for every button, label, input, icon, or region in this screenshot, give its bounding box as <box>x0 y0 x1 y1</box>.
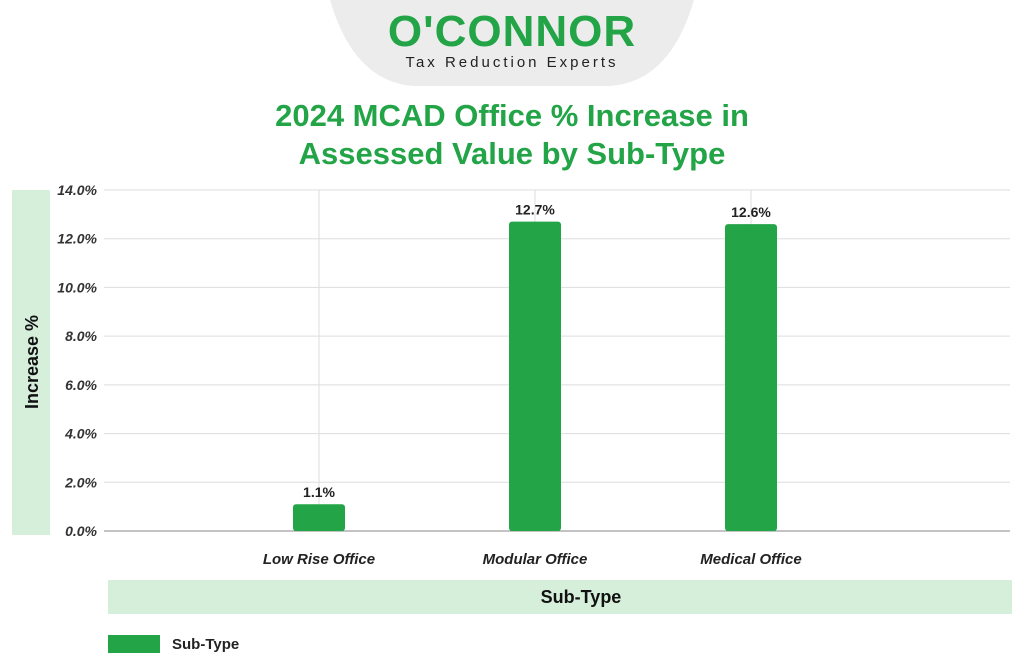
legend-label: Sub-Type <box>172 636 239 653</box>
logo-tab-background <box>330 0 694 86</box>
y-tick-label: 4.0% <box>64 426 97 442</box>
x-axis-title: Sub-Type <box>541 587 622 607</box>
bar-medical-office <box>725 224 777 531</box>
x-tick-label: Low Rise Office <box>263 551 375 568</box>
y-tick-label: 10.0% <box>57 279 97 295</box>
brand-tagline: Tax Reduction Experts <box>405 54 619 71</box>
y-axis-title-band <box>12 190 50 535</box>
data-labels: 1.1% 12.7% 12.6% <box>303 202 771 501</box>
data-label: 12.7% <box>515 202 555 218</box>
x-tick-label: Modular Office <box>483 551 588 568</box>
x-axis-title-band <box>108 580 1012 614</box>
y-tick-label: 0.0% <box>65 523 97 539</box>
y-axis-title: Increase % <box>22 315 42 409</box>
chart-title-line-2: Assessed Value by Sub-Type <box>298 136 726 171</box>
bars <box>293 221 777 531</box>
legend-swatch <box>108 635 160 653</box>
y-axis-ticks: 0.0% 2.0% 4.0% 6.0% 8.0% 10.0% 12.0% 14.0% <box>57 182 97 539</box>
y-tick-label: 6.0% <box>65 377 97 393</box>
y-tick-label: 12.0% <box>57 231 97 247</box>
x-tick-label: Medical Office <box>700 551 801 568</box>
data-label: 12.6% <box>731 204 771 220</box>
bar-low-rise-office <box>293 504 345 531</box>
brand-logo: O'CONNOR <box>387 7 637 56</box>
y-tick-label: 8.0% <box>65 328 97 344</box>
chart-title: 2024 MCAD Office % Increase in Assessed … <box>212 97 812 173</box>
data-label: 1.1% <box>303 484 335 500</box>
bar-modular-office <box>509 221 561 531</box>
x-axis-categories: Low Rise Office Modular Office Medical Off… <box>263 551 802 568</box>
chart-title-line-1: 2024 MCAD Office % Increase in <box>275 98 749 133</box>
y-tick-label: 2.0% <box>64 474 97 490</box>
y-tick-label: 14.0% <box>57 182 97 198</box>
